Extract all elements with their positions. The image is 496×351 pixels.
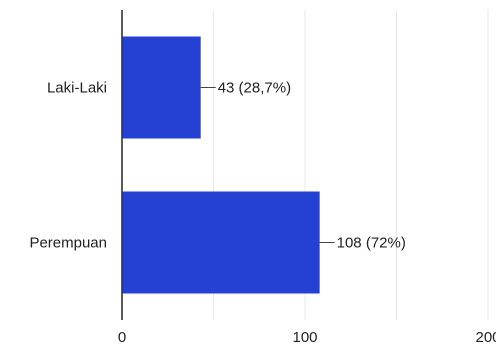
data-label: 43 (28,7%)	[218, 80, 291, 97]
category-label-laki-laki: Laki-Laki	[47, 80, 107, 97]
bar-perempuan[interactable]	[122, 191, 320, 294]
data-label: 108 (72%)	[337, 235, 406, 252]
category-label-perempuan: Perempuan	[29, 235, 107, 252]
x-tick-label: 200	[475, 329, 496, 346]
x-tick-label: 0	[118, 329, 126, 346]
bar-laki-laki[interactable]	[122, 36, 201, 139]
x-tick-label: 100	[292, 329, 317, 346]
